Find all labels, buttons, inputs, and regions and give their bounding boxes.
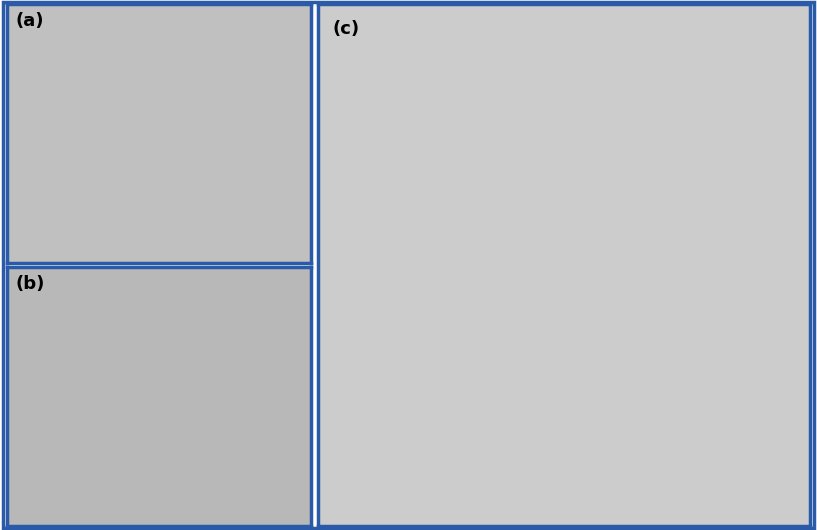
Text: (c): (c) <box>333 20 359 38</box>
Text: (a): (a) <box>16 12 44 30</box>
Text: (b): (b) <box>16 275 45 293</box>
